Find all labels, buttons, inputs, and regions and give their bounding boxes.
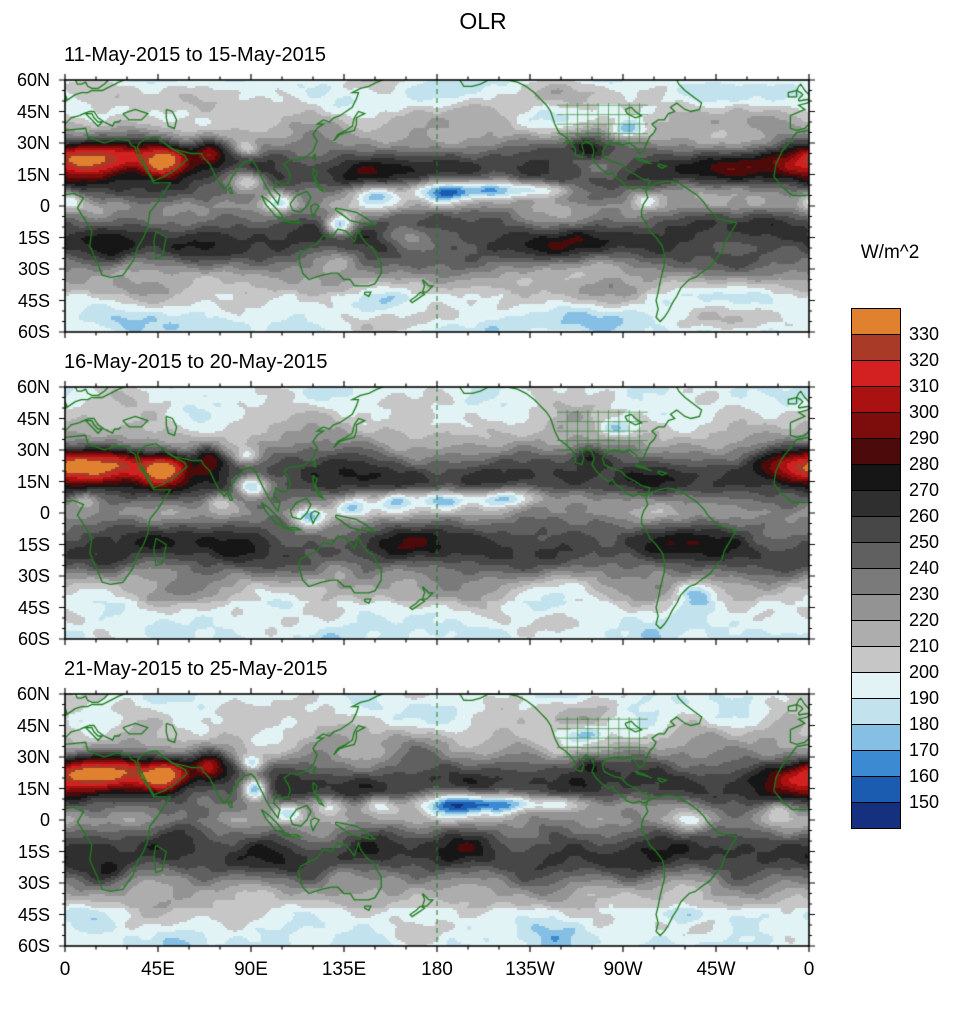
colorbar-tick-label: 150 — [909, 792, 940, 812]
colorbar-swatch — [851, 334, 901, 361]
panel-title-3: 21-May-2015 to 25-May-2015 — [64, 658, 328, 680]
map-area-2: 60N 45N 30N 15N 0 15S 30S 45S 60S — [0, 377, 966, 649]
lat-tick-label: 30N — [16, 133, 50, 153]
olr-map-canvas-2 — [56, 378, 818, 648]
olr-map-canvas-3 — [56, 685, 818, 955]
colorbar-swatch — [851, 360, 901, 387]
chart-title: OLR — [459, 8, 507, 34]
lon-axis-labels: 0 45E 90E 135E 180 135W 90W 45W 0 — [0, 955, 966, 985]
lat-tick-label: 60N — [16, 70, 50, 90]
colorbar-swatch — [851, 438, 901, 465]
colorbar-tick-label: 220 — [909, 610, 940, 630]
lat-tick-label: 0 — [39, 196, 50, 216]
lat-tick-label: 45N — [16, 715, 50, 736]
colorbar-swatch — [851, 594, 901, 621]
map-area-1: 60N 45N 30N 15N 0 15S 30S 45S 60S — [0, 70, 966, 342]
colorbar-swatch — [851, 516, 901, 543]
colorbar-swatch — [851, 750, 901, 777]
lat-tick-label: 30S — [17, 259, 50, 279]
lat-tick-label: 45S — [17, 904, 50, 925]
olr-map-canvas-1 — [56, 71, 818, 341]
lon-tick-label: 180 — [421, 959, 453, 980]
colorbar-swatch — [851, 490, 901, 517]
colorbar-tick-label: 210 — [909, 636, 940, 656]
lat-tick-label: 60S — [17, 936, 50, 956]
lat-tick-label: 30N — [16, 747, 50, 767]
lon-tick-label: 135E — [321, 959, 367, 980]
panel-title-1: 11-May-2015 to 15-May-2015 — [64, 44, 326, 66]
lat-tick-label: 45S — [17, 597, 50, 618]
lon-tick-label: 135W — [505, 959, 555, 980]
lon-tick-label: 90W — [603, 959, 643, 980]
lat-tick-label: 45N — [16, 408, 50, 429]
colorbar-swatch — [851, 724, 901, 751]
lat-tick-label: 60N — [16, 684, 50, 704]
lat-tick-label: 30N — [16, 440, 50, 460]
colorbar-swatches — [851, 308, 901, 829]
colorbar-swatch — [851, 542, 901, 569]
lat-tick-label: 45N — [16, 101, 50, 122]
lon-tick-label: 90E — [234, 959, 268, 980]
colorbar-tick-label: 200 — [909, 662, 940, 682]
lat-tick-label: 60S — [17, 629, 50, 649]
lat-tick-label: 60S — [17, 322, 50, 342]
colorbar-swatch — [851, 464, 901, 491]
colorbar-tick-label: 180 — [909, 714, 940, 734]
lat-tick-label: 0 — [39, 810, 50, 830]
lat-tick-label: 15N — [16, 778, 50, 799]
lon-tick-label: 0 — [803, 959, 815, 980]
lon-tick-label: 0 — [59, 959, 71, 980]
colorbar-tick-label: 270 — [909, 480, 940, 500]
colorbar-tick-label: 190 — [909, 688, 940, 708]
lat-tick-label: 15N — [16, 471, 50, 492]
colorbar-tick-label: 240 — [909, 558, 940, 578]
colorbar-tick-label: 250 — [909, 532, 940, 552]
colorbar-swatch — [851, 776, 901, 803]
colorbar-swatch — [851, 646, 901, 673]
colorbar-tick-label: 320 — [909, 350, 940, 370]
map-panel-1: 11-May-2015 to 15-May-2015 60N 45N 30N 15N 0… — [0, 43, 966, 342]
lat-tick-label: 15S — [17, 841, 50, 862]
colorbar-tick-label: 300 — [909, 402, 940, 422]
colorbar-swatch — [851, 672, 901, 699]
colorbar-tick-label: 280 — [909, 454, 940, 474]
colorbar-swatch — [851, 308, 901, 335]
colorbar-swatch — [851, 698, 901, 725]
lat-tick-label: 30S — [17, 873, 50, 893]
map-panel-2: 16-May-2015 to 20-May-2015 60N 45N 30N 15N 0… — [0, 350, 966, 649]
map-panel-3: 21-May-2015 to 25-May-2015 60N 45N 30N 15N 0… — [0, 657, 966, 956]
lat-tick-label: 60N — [16, 377, 50, 397]
colorbar-swatch — [851, 620, 901, 647]
lat-tick-label: 30S — [17, 566, 50, 586]
colorbar-tick-label: 230 — [909, 584, 940, 604]
colorbar-tick-label: 290 — [909, 428, 940, 448]
colorbar-tick-label: 170 — [909, 740, 940, 760]
colorbar-swatch — [851, 412, 901, 439]
colorbar-tick-label: 160 — [909, 766, 940, 786]
colorbar-unit-label: W/m^2 — [860, 242, 920, 263]
colorbar-swatch — [851, 802, 901, 829]
map-area-3: 60N 45N 30N 15N 0 15S 30S 45S 60S — [0, 684, 966, 956]
lat-tick-label: 0 — [39, 503, 50, 523]
lon-tick-label: 45W — [696, 959, 736, 980]
colorbar-tick-label: 260 — [909, 506, 940, 526]
colorbar-tick-label: 310 — [909, 376, 940, 396]
colorbar-swatch — [851, 386, 901, 413]
colorbar-tick-label: 330 — [909, 324, 940, 344]
lat-tick-label: 15S — [17, 227, 50, 248]
lat-tick-label: 15S — [17, 534, 50, 555]
panel-title-2: 16-May-2015 to 20-May-2015 — [64, 351, 328, 373]
lon-tick-label: 45E — [141, 959, 175, 980]
lat-tick-label: 45S — [17, 290, 50, 311]
lat-tick-label: 15N — [16, 164, 50, 185]
colorbar-swatch — [851, 568, 901, 595]
